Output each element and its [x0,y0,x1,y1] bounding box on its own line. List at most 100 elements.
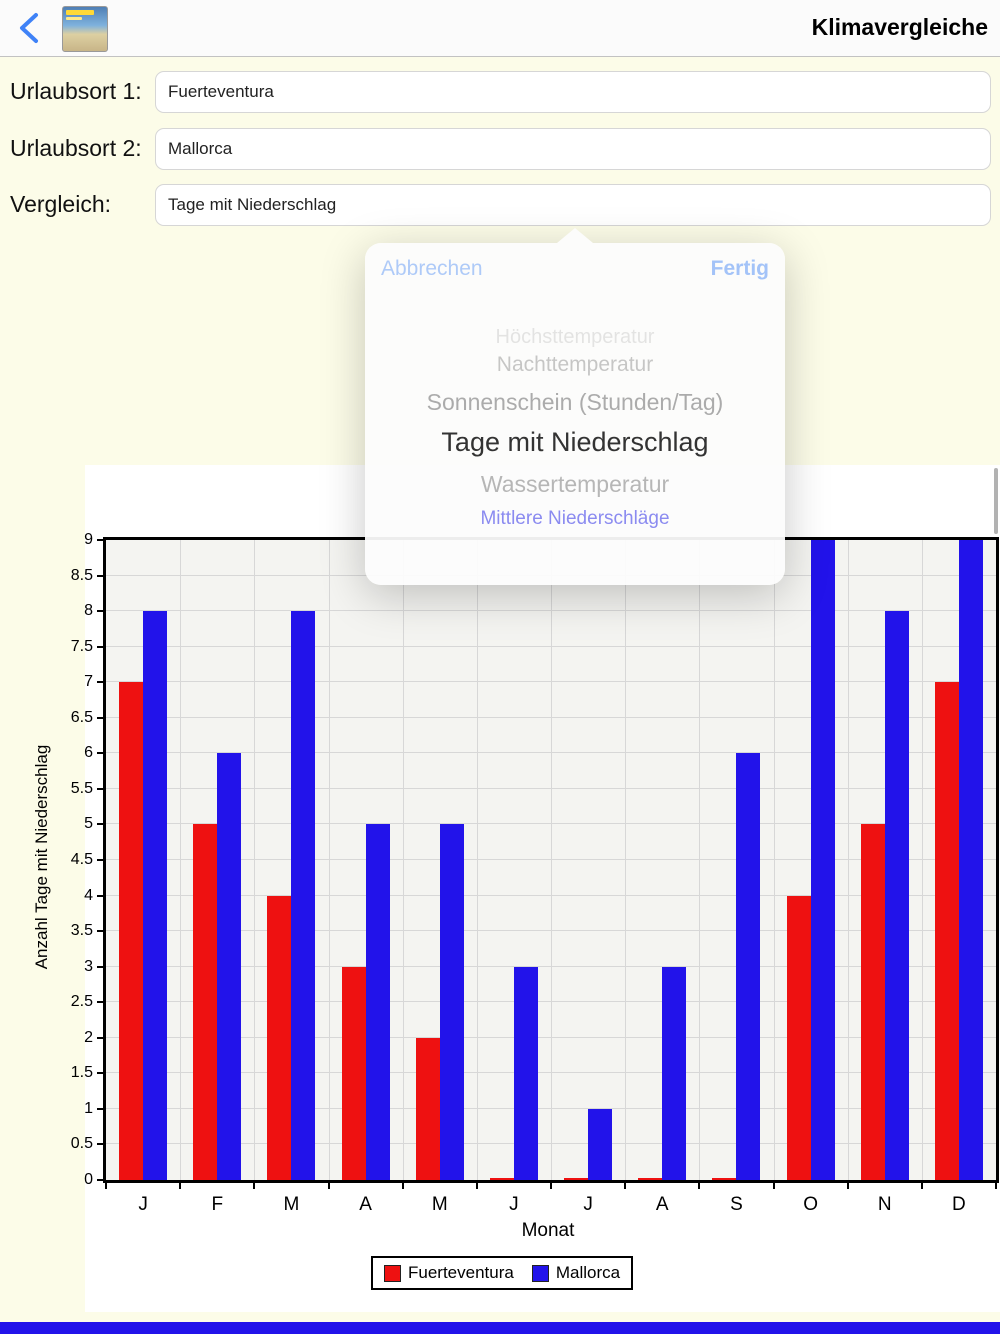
gridline-vertical [551,540,552,1180]
x-tick-label: S [730,1194,743,1215]
y-tick-label: 3.5 [70,922,93,940]
y-tick-mark [97,894,106,897]
bar-mallorca [588,1108,613,1180]
popover-arrow [557,228,593,243]
x-tick-label: F [211,1194,224,1215]
x-tick-mark [475,1180,478,1189]
y-tick-label: 8.5 [70,566,93,584]
y-tick-label: 1.5 [70,1064,93,1082]
y-tick-label: 7.5 [70,637,93,655]
x-tick-label: J [509,1194,519,1215]
bar-fuerteventura [638,1178,663,1180]
bar-mallorca [884,611,909,1180]
back-button[interactable] [14,10,48,46]
y-tick-mark [97,1072,106,1075]
form-row-destination-1: Urlaubsort 1: [0,71,1000,113]
bar-fuerteventura [712,1178,737,1180]
x-tick-mark [920,1180,923,1189]
destination-1-input[interactable] [155,71,991,113]
bar-fuerteventura [564,1178,589,1180]
destination-2-label: Urlaubsort 2: [10,135,142,161]
x-tick-mark [105,1180,107,1189]
y-tick-mark [97,1001,106,1004]
bar-mallorca [513,966,538,1180]
page-title: Klimavergleiche [811,14,988,40]
y-tick-mark [97,787,106,790]
bar-fuerteventura [786,895,811,1180]
bar-fuerteventura [415,1037,440,1180]
gridline-vertical [476,540,478,1180]
bottom-strip [0,1322,1000,1334]
y-tick-label: 9 [84,531,93,548]
bar-mallorca [365,824,390,1180]
x-tick-mark [179,1180,182,1189]
done-button[interactable]: Fertig [710,257,769,280]
form-row-comparison: Vergleich: [0,184,1000,226]
form-row-destination-2: Urlaubsort 2: [0,128,1000,170]
y-tick-mark [97,1143,106,1146]
bar-mallorca [736,753,761,1180]
legend-swatch [531,1264,549,1282]
picker-option[interactable]: Tage mit Niederschlag [441,427,709,457]
destination-2-input[interactable] [155,128,991,170]
y-tick-label: 1 [84,1099,93,1117]
app-thumbnail-image[interactable] [62,6,108,52]
y-tick-mark [97,930,106,933]
cancel-button[interactable]: Abbrechen [381,257,483,280]
x-tick-mark [624,1180,627,1189]
gridline-vertical [921,540,923,1180]
comparison-input[interactable] [155,184,991,226]
picker-option[interactable]: Nachttemperatur [496,353,654,376]
scrollbar-thumb[interactable] [994,468,998,534]
gridline-vertical [625,540,627,1180]
x-tick-mark [698,1180,701,1189]
picker-option[interactable]: Wassertemperatur [480,471,670,497]
y-tick-label: 3 [84,957,93,975]
y-tick-mark [97,610,106,613]
x-tick-mark [401,1180,404,1189]
bar-mallorca [217,753,242,1180]
bar-mallorca [958,540,983,1180]
bar-mallorca [291,611,316,1180]
navbar: Klimavergleiche [0,0,1000,57]
gridline-vertical [254,540,256,1180]
picker-option[interactable]: Höchsttemperatur [495,326,655,348]
y-tick-mark [97,645,106,648]
bar-mallorca [143,611,168,1180]
bar-fuerteventura [860,824,885,1180]
y-tick-label: 0 [84,1171,93,1188]
legend-swatch [384,1264,401,1282]
gridline-vertical [180,540,182,1180]
picker-option[interactable]: Mittlere Niederschläge [480,508,670,529]
bar-fuerteventura [341,966,366,1180]
y-tick-mark [97,965,106,968]
gridline-vertical [328,540,330,1180]
y-tick-label: 4 [84,886,93,904]
x-tick-mark [772,1180,775,1189]
x-tick-label: O [803,1194,818,1215]
x-tick-label: A [655,1194,669,1215]
x-tick-mark [995,1180,997,1189]
bar-mallorca [810,540,835,1180]
y-tick-label: 2 [84,1028,93,1046]
picker-wheel[interactable]: Höchsttemperatur Nachttemperatur Sonnensch… [365,243,785,585]
legend-item: Fuerteventura [384,1263,514,1283]
x-tick-mark [846,1180,849,1189]
y-tick-label: 5.5 [70,779,93,797]
bar-mallorca [439,824,464,1180]
x-tick-label: N [877,1194,892,1215]
thumbnail-text-band [66,10,94,15]
y-tick-mark [97,1036,106,1039]
chart-legend: Fuerteventura Mallorca [371,1256,634,1290]
legend-item: Mallorca [531,1263,620,1283]
picker-option[interactable]: Sonnenschein (Stunden/Tag) [426,389,724,415]
y-tick-mark [97,716,106,719]
x-tick-label: J [138,1194,148,1215]
x-tick-label: M [283,1194,300,1215]
bar-fuerteventura [193,824,218,1180]
x-tick-mark [327,1180,330,1189]
x-tick-mark [550,1180,552,1189]
plot-area: 0 0.5 1 1.5 2 2.5 3 3.5 4 4.5 5 5.5 6 6.5 7 7.5 8 8.5 9 J F M… [71,531,999,1215]
bar-fuerteventura [267,895,292,1180]
